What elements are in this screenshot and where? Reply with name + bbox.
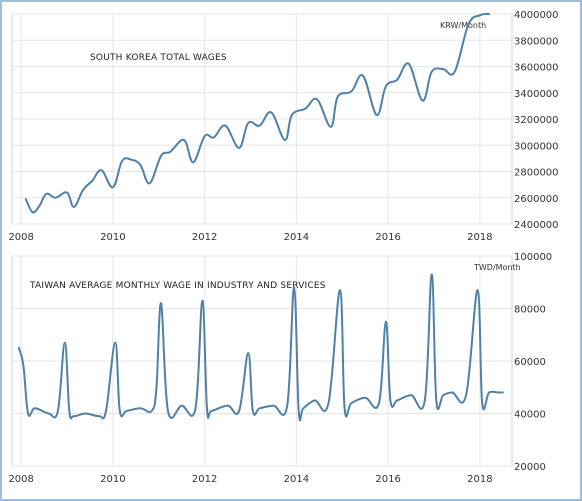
taiwan-x-tick-label: 2012: [192, 474, 217, 485]
korea-y-tick-label: 3000000: [514, 141, 559, 152]
taiwan-x-tick-label: 2018: [467, 474, 492, 485]
korea-y-tick-label: 4000000: [514, 10, 559, 21]
taiwan-y-tick-label: 60000: [514, 357, 546, 368]
korea-series-line: [24, 12, 491, 214]
korea-chart-title: SOUTH KOREA TOTAL WAGES: [90, 53, 227, 63]
taiwan-y-tick-label: 20000: [514, 462, 546, 473]
korea-y-tick-label: 3600000: [514, 63, 559, 74]
korea-y-tick-label: 3800000: [514, 36, 559, 47]
taiwan-x-tick-label: 2016: [375, 474, 400, 485]
korea-unit-label: KRW/Month: [440, 21, 486, 30]
korea-x-tick-label: 2016: [375, 232, 400, 243]
korea-y-tick-label: 2600000: [514, 194, 559, 205]
taiwan-x-tick-label: 2008: [8, 474, 33, 485]
korea-x-tick-label: 2014: [284, 232, 309, 243]
korea-x-tick-label: 2010: [100, 232, 125, 243]
taiwan-chart-title: TAIWAN AVERAGE MONTHLY WAGE IN INDUSTRY …: [29, 281, 326, 291]
korea-y-tick-label: 2400000: [514, 220, 559, 231]
taiwan-y-tick-label: 100000: [514, 252, 552, 263]
korea-y-tick-label: 3400000: [514, 89, 559, 100]
taiwan-x-tick-label: 2010: [100, 474, 125, 485]
taiwan-x-tick-label: 2014: [284, 474, 309, 485]
korea-x-tick-label: 2008: [8, 232, 33, 243]
korea-x-tick-label: 2018: [467, 232, 492, 243]
taiwan-y-tick-label: 40000: [514, 410, 546, 421]
korea-y-tick-label: 2800000: [514, 168, 559, 179]
taiwan-y-tick-label: 80000: [514, 305, 546, 316]
korea-y-tick-label: 3200000: [514, 115, 559, 126]
taiwan-series-line: [17, 273, 504, 422]
korea-x-tick-label: 2012: [192, 232, 217, 243]
taiwan-unit-label: TWD/Month: [473, 263, 521, 272]
